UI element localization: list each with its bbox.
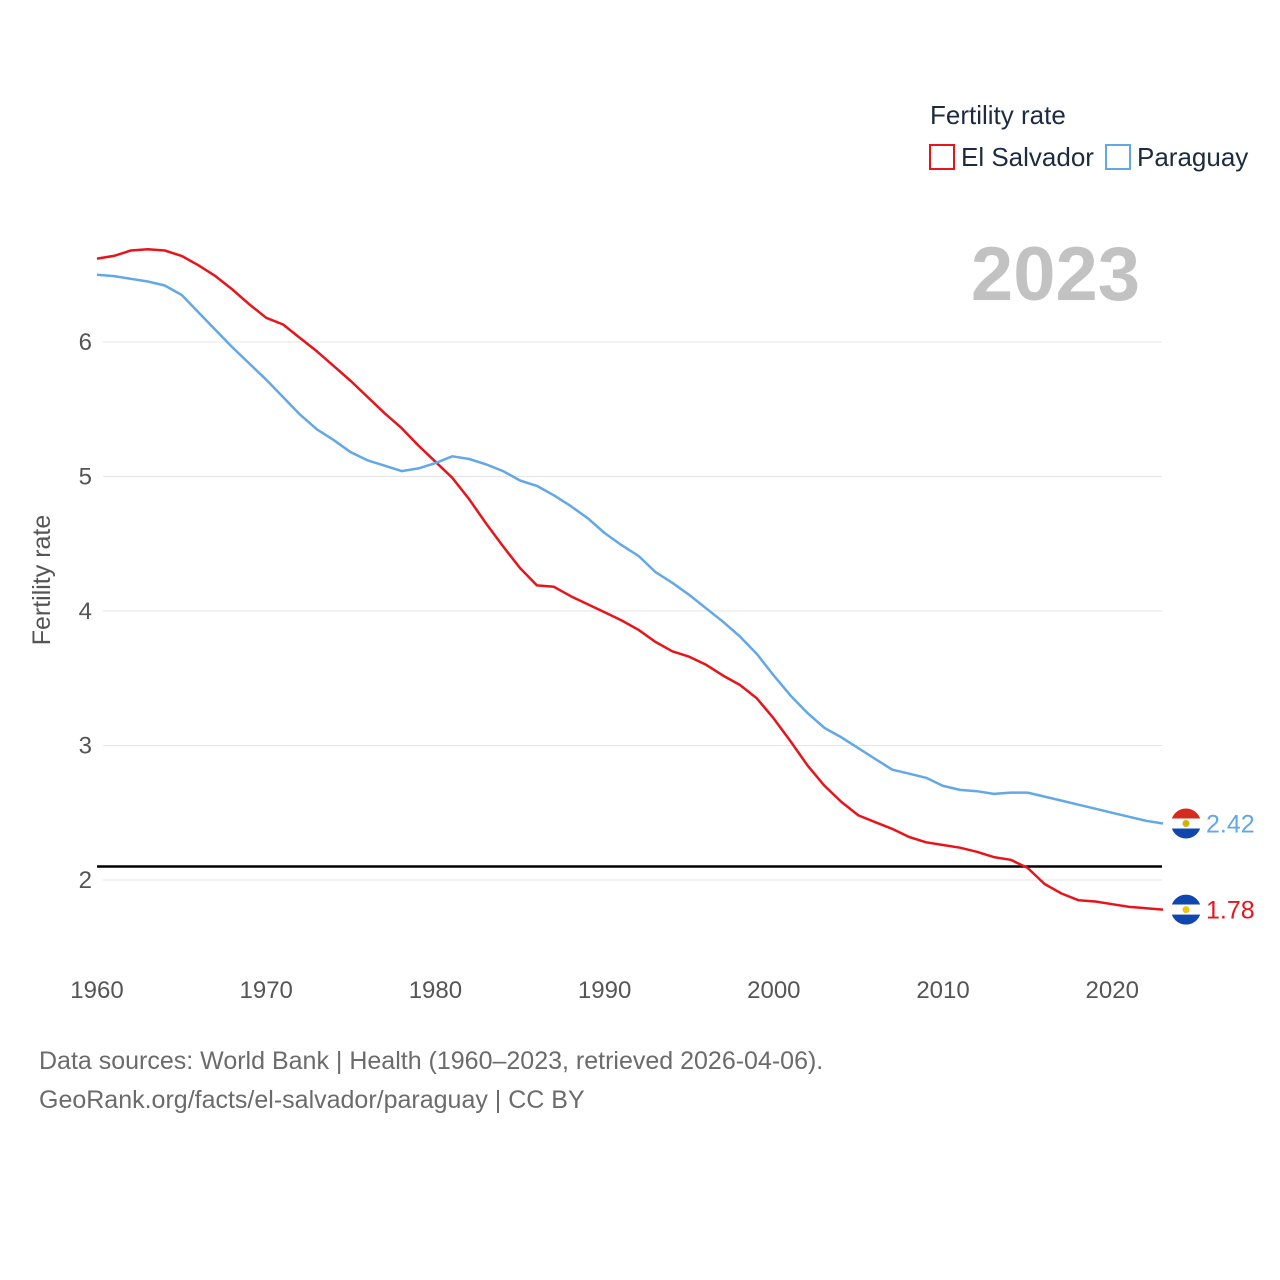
flag-paraguay-icon: [1171, 808, 1201, 839]
x-tick-label: 1960: [70, 977, 123, 1004]
x-tick-label: 1990: [578, 977, 631, 1004]
x-tick-label: 1980: [409, 977, 462, 1004]
legend: Fertility rate El Salvador Paraguay: [929, 100, 1248, 172]
grid-lines: [103, 341, 1162, 881]
series-lines: [96, 247, 1164, 911]
legend-item-paraguay[interactable]: Paraguay: [1105, 142, 1248, 172]
legend-label-el-salvador: El Salvador: [961, 142, 1094, 172]
end-label-el-salvador: 1.78: [1206, 897, 1255, 925]
y-tick-label: 3: [79, 733, 92, 760]
flag-el-salvador-icon: [1171, 894, 1201, 925]
x-tick-label: 2000: [747, 977, 800, 1004]
series-line-paraguay[interactable]: [96, 273, 1164, 825]
y-tick-label: 5: [79, 464, 92, 491]
y-axis-title: Fertility rate: [28, 515, 56, 646]
legend-title: Fertility rate: [930, 100, 1066, 130]
y-tick-label: 2: [79, 867, 92, 894]
legend-label-paraguay: Paraguay: [1137, 142, 1248, 172]
year-badge: 2023: [971, 232, 1140, 317]
legend-item-el-salvador[interactable]: El Salvador: [929, 142, 1094, 172]
source-line-1: Data sources: World Bank | Health (1960–…: [39, 1047, 823, 1075]
legend-swatch-el-salvador: [929, 144, 955, 170]
x-tick-label: 2020: [1086, 977, 1139, 1004]
x-tick-label: 1970: [240, 977, 293, 1004]
x-axis-ticks: 1960 1970 1980 1990 2000 2010 2020: [70, 977, 1139, 1004]
series-line-el-salvador[interactable]: [96, 247, 1164, 911]
y-tick-label: 6: [79, 329, 92, 356]
legend-swatch-paraguay: [1105, 144, 1131, 170]
y-tick-label: 4: [79, 598, 92, 625]
x-tick-label: 2010: [916, 977, 969, 1004]
series-end-markers: 1.78 2.42: [1171, 808, 1255, 925]
source-line-2[interactable]: GeoRank.org/facts/el-salvador/paraguay |…: [39, 1086, 585, 1114]
end-label-paraguay: 2.42: [1206, 811, 1255, 839]
y-axis-ticks: 2 3 4 5 6: [79, 329, 92, 894]
